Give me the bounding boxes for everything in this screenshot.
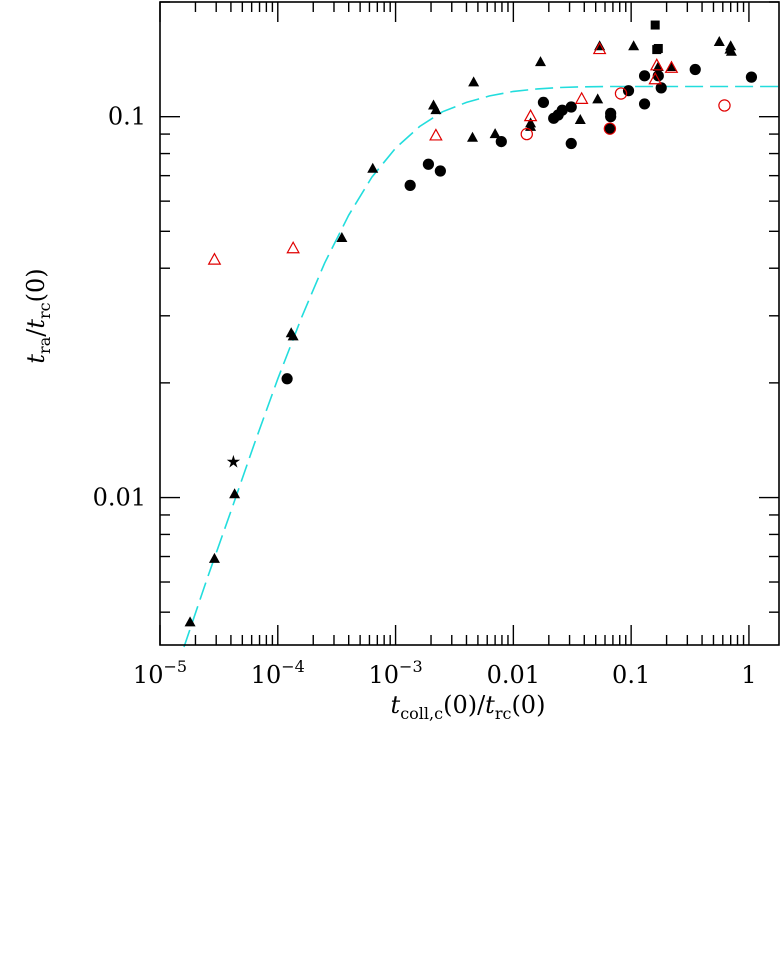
filled-circle-point: [556, 104, 568, 116]
filled-triangle-point: [628, 40, 640, 51]
y-tick-labels: 0.01 0.1: [93, 103, 146, 512]
open-circle-point: [614, 87, 628, 100]
open-triangle-point: [574, 91, 589, 104]
filled-square-point: [650, 20, 660, 30]
open-circle-point: [718, 99, 731, 112]
filled-circle-point: [281, 373, 293, 385]
filled-triangle-point: [229, 488, 241, 499]
x-tick-label: 10−3: [369, 657, 423, 689]
filled-circle-point: [495, 136, 507, 148]
filled-circle-point: [422, 158, 435, 170]
filled-triangle-point: [489, 128, 501, 139]
open-circle-point: [520, 127, 533, 141]
filled-triangle-point: [525, 117, 537, 128]
x-tick-label: 10−5: [133, 657, 187, 689]
plot-frame: [159, 1, 780, 646]
filled-triangle-point: [652, 61, 664, 72]
x-tick-labels: 10−5 10−4 10−3 0.01 0.1 1: [133, 657, 757, 689]
x-tick-label: 1: [741, 661, 756, 689]
open-circle-point: [603, 122, 617, 135]
filled-triangle-point: [713, 36, 725, 47]
filled-triangle-point: [468, 76, 480, 87]
filled-circle-point: [537, 96, 550, 108]
x-tick-label: 10−4: [251, 657, 305, 689]
filled-circle-point: [638, 70, 651, 82]
filled-triangle-point: [592, 93, 604, 104]
y-axis-label: tra/trc(0): [22, 268, 54, 363]
filled-circle-point: [434, 165, 446, 177]
filled-circle-point: [565, 101, 577, 113]
filled-circle-point: [404, 179, 416, 191]
open-triangle-point: [207, 252, 222, 265]
filled-triangle-point: [535, 56, 547, 67]
fit-curve-layer: [183, 85, 779, 648]
filled-triangle-point: [665, 61, 677, 72]
filled-triangle-point: [725, 45, 737, 56]
y-tick-label: 0.01: [93, 484, 146, 512]
filled-circle-point: [622, 85, 635, 97]
x-tick-label: 0.1: [612, 661, 650, 689]
data-points: [184, 20, 758, 627]
filled-circle-point: [655, 82, 667, 94]
x-axis-label: tcoll,c(0)/trc(0): [391, 691, 546, 723]
filled-circle-point: [604, 123, 616, 135]
filled-triangle-point: [208, 552, 220, 563]
open-triangle-point: [523, 108, 538, 122]
filled-triangle-point: [184, 616, 196, 627]
filled-circle-point: [605, 107, 617, 119]
filled-triangle-point: [467, 131, 479, 142]
filled-triangle-point: [574, 113, 586, 124]
x-tick-label: 0.01: [487, 661, 540, 689]
filled-triangle-point: [725, 40, 737, 51]
filled-circle-point: [565, 137, 577, 150]
open-triangle-point: [648, 72, 663, 85]
y-tick-label: 0.1: [108, 103, 146, 131]
open-triangle-point: [286, 240, 300, 254]
filled-circle-point: [638, 98, 651, 110]
filled-circle-point: [745, 71, 758, 83]
filled-triangle-point: [336, 232, 348, 243]
open-triangle-point: [429, 128, 443, 141]
filled-triangle-point: [430, 104, 442, 115]
filled-circle-point: [689, 63, 701, 76]
open-triangle-point: [664, 60, 679, 73]
filled-triangle-point: [287, 330, 299, 341]
filled-triangle-point: [367, 162, 379, 173]
fit-curve: [183, 85, 779, 648]
open-triangle-point: [592, 41, 607, 55]
filled-square-point: [653, 43, 663, 53]
star-point: [226, 454, 241, 468]
open-triangle-point: [649, 58, 664, 71]
